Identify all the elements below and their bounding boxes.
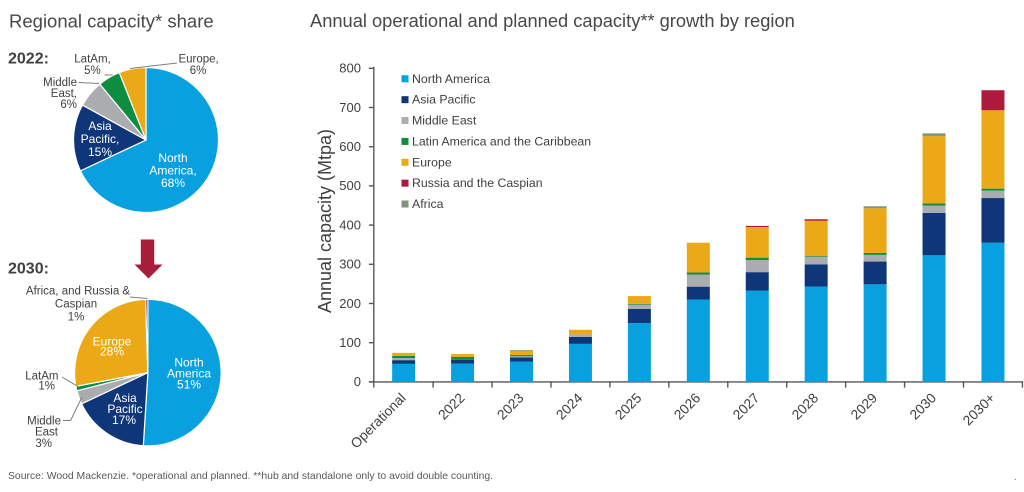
svg-text:Asia: Asia xyxy=(113,391,137,405)
svg-text:6%: 6% xyxy=(60,99,77,111)
svg-text:Latin America and the Caribbea: Latin America and the Caribbean xyxy=(412,134,591,148)
svg-text:200: 200 xyxy=(339,296,361,311)
svg-text:Middle: Middle xyxy=(27,416,61,428)
svg-text:100: 100 xyxy=(339,335,361,350)
svg-text:400: 400 xyxy=(339,217,361,232)
svg-text:East,: East, xyxy=(51,88,77,100)
svg-text:500: 500 xyxy=(339,178,361,193)
svg-text:Source: Wood Mackenzie. *opera: Source: Wood Mackenzie. *operational and… xyxy=(8,471,493,482)
svg-text:68%: 68% xyxy=(161,176,185,190)
svg-text:Russia and the Caspian: Russia and the Caspian xyxy=(412,176,543,190)
svg-text:Europe: Europe xyxy=(93,335,132,349)
svg-text:Pacific: Pacific xyxy=(107,402,142,416)
svg-text:28%: 28% xyxy=(100,345,124,359)
svg-text:51%: 51% xyxy=(177,378,201,392)
svg-text:America,: America, xyxy=(149,164,196,178)
svg-text:.: . xyxy=(1014,472,1017,483)
svg-text:Annual operational and planned: Annual operational and planned capacity*… xyxy=(310,10,795,31)
svg-text:LatAm: LatAm xyxy=(25,371,58,383)
svg-text:700: 700 xyxy=(339,100,361,115)
svg-text:Asia Pacific: Asia Pacific xyxy=(412,93,476,107)
svg-text:800: 800 xyxy=(339,61,361,76)
svg-text:5%: 5% xyxy=(84,65,101,77)
svg-text:Europe: Europe xyxy=(412,155,452,169)
svg-text:Middle: Middle xyxy=(43,77,77,89)
svg-text:15%: 15% xyxy=(88,145,112,159)
svg-text:North: North xyxy=(158,151,187,165)
svg-text:North America: North America xyxy=(412,72,490,86)
svg-text:6%: 6% xyxy=(190,65,207,77)
svg-text:17%: 17% xyxy=(112,413,136,427)
svg-text:3%: 3% xyxy=(35,438,52,450)
svg-text:Caspian: Caspian xyxy=(55,299,97,311)
svg-text:Annual capacity (Mtpa): Annual capacity (Mtpa) xyxy=(315,129,335,313)
svg-text:North: North xyxy=(174,356,203,370)
svg-text:600: 600 xyxy=(339,139,361,154)
svg-text:Pacific,: Pacific, xyxy=(81,132,120,146)
svg-text:Middle East: Middle East xyxy=(412,114,477,128)
svg-text:Africa, and Russia &: Africa, and Russia & xyxy=(26,286,131,298)
svg-text:2022:: 2022: xyxy=(8,51,49,68)
svg-text:1%: 1% xyxy=(68,312,85,324)
svg-text:300: 300 xyxy=(339,257,361,272)
svg-text:Asia: Asia xyxy=(88,119,112,133)
svg-text:America: America xyxy=(167,367,211,381)
svg-text:Europe,: Europe, xyxy=(178,54,218,66)
svg-text:1%: 1% xyxy=(38,381,55,393)
svg-text:Africa: Africa xyxy=(412,197,444,211)
svg-text:Regional capacity* share: Regional capacity* share xyxy=(9,11,214,32)
svg-text:0: 0 xyxy=(354,374,361,389)
svg-text:2030:: 2030: xyxy=(8,261,49,278)
svg-text:East: East xyxy=(35,427,59,439)
svg-text:LatAm,: LatAm, xyxy=(74,54,110,66)
